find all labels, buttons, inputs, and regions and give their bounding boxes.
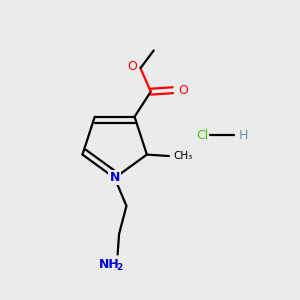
Text: NH: NH [98, 258, 119, 271]
Text: N: N [110, 172, 120, 184]
Text: O: O [128, 60, 137, 73]
Text: Cl: Cl [196, 129, 209, 142]
Text: CH₃: CH₃ [173, 151, 193, 161]
Text: 2: 2 [116, 263, 122, 272]
Text: O: O [178, 84, 188, 97]
Text: H: H [238, 129, 248, 142]
